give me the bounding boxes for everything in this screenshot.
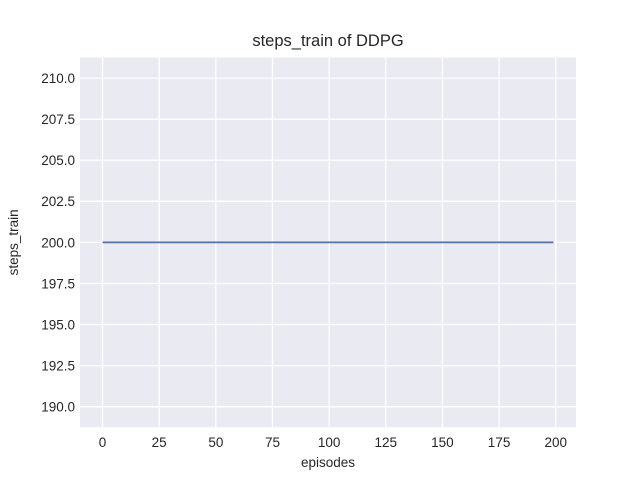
x-tick-label: 75	[265, 435, 280, 450]
y-tick-label: 202.5	[41, 194, 75, 209]
x-tick-label: 100	[318, 435, 341, 450]
y-tick-label: 197.5	[41, 276, 75, 291]
tick-layer: 0 25 50 75 100 125 150 175 200 190.0 192.5 195.0 197…	[41, 71, 567, 450]
y-tick-label: 190.0	[41, 400, 75, 415]
y-tick-label: 210.0	[41, 71, 75, 86]
x-tick-label: 150	[431, 435, 454, 450]
x-tick-label: 175	[488, 435, 511, 450]
x-tick-label: 125	[375, 435, 398, 450]
x-tick-label: 50	[208, 435, 223, 450]
y-tick-label: 195.0	[41, 317, 75, 332]
chart-title: steps_train of DDPG	[252, 32, 403, 50]
y-axis-label: steps_train	[6, 209, 21, 275]
y-tick-label: 200.0	[41, 235, 75, 250]
y-tick-label: 192.5	[41, 359, 75, 374]
plot-layer	[80, 57, 576, 428]
x-axis-label: episodes	[301, 455, 355, 470]
x-tick-label: 25	[152, 435, 167, 450]
x-tick-label: 200	[544, 435, 567, 450]
y-tick-label: 205.0	[41, 153, 75, 168]
y-tick-label: 207.5	[41, 112, 75, 127]
x-tick-label: 0	[99, 435, 107, 450]
